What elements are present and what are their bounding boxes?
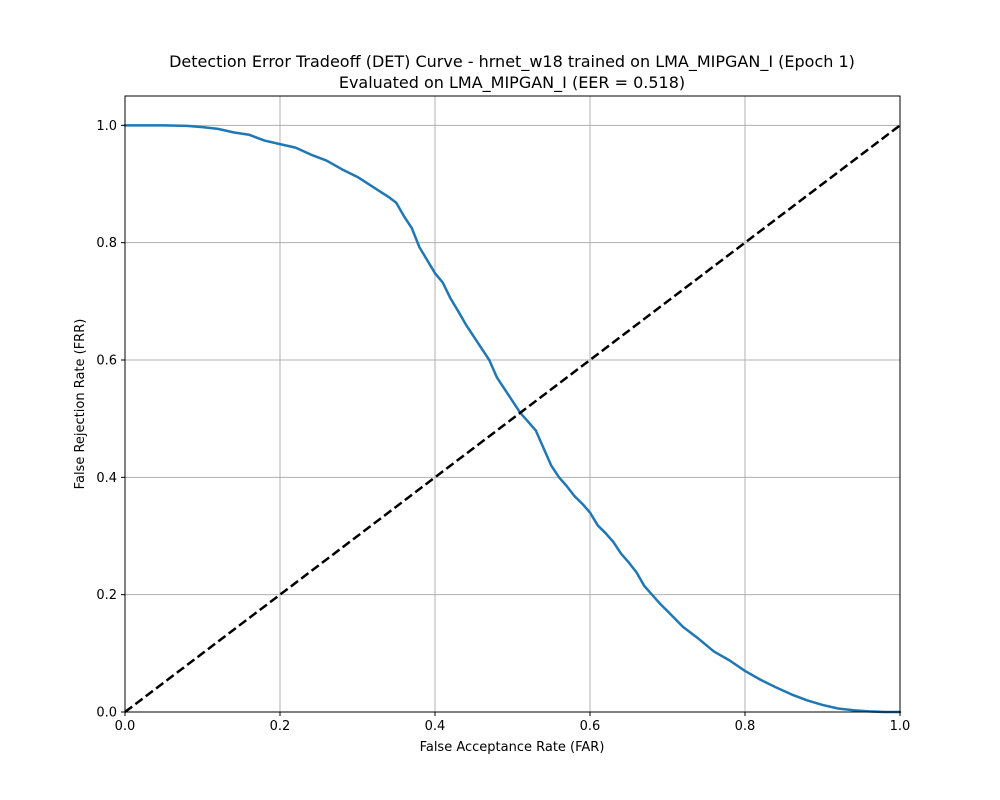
y-axis-label: False Rejection Rate (FRR) xyxy=(73,319,88,490)
chart-subtitle: Evaluated on LMA_MIPGAN_I (EER = 0.518) xyxy=(339,73,685,93)
chart-title: Detection Error Tradeoff (DET) Curve - h… xyxy=(169,52,855,72)
series-layer xyxy=(123,124,902,714)
plot-frame xyxy=(124,95,901,713)
grid-lines xyxy=(124,96,901,713)
x-tick-label: 0.6 xyxy=(580,719,601,734)
x-tick-label: 0.8 xyxy=(735,719,756,734)
reference-diagonal-line xyxy=(124,124,901,713)
x-tick-label: 0.4 xyxy=(425,719,446,734)
y-tick-label: 0.6 xyxy=(96,354,117,369)
y-tick-label: 0.4 xyxy=(96,471,117,486)
det-curve-line xyxy=(123,124,902,714)
y-tick-label: 0.2 xyxy=(96,588,117,603)
x-axis-label: False Acceptance Rate (FAR) xyxy=(420,740,605,755)
y-tick-label: 1.0 xyxy=(96,119,117,134)
y-tick-label: 0.0 xyxy=(96,706,117,721)
y-tick-label: 0.8 xyxy=(96,236,117,251)
x-tick-label: 1.0 xyxy=(890,719,911,734)
x-tick-label: 0.2 xyxy=(270,719,291,734)
ticks-layer: 0.0 0.2 0.4 0.6 0.8 1.0 0.0 0.2 0.4 0.6 0.8 1.0 xyxy=(96,119,910,734)
x-tick-label: 0.0 xyxy=(115,719,136,734)
